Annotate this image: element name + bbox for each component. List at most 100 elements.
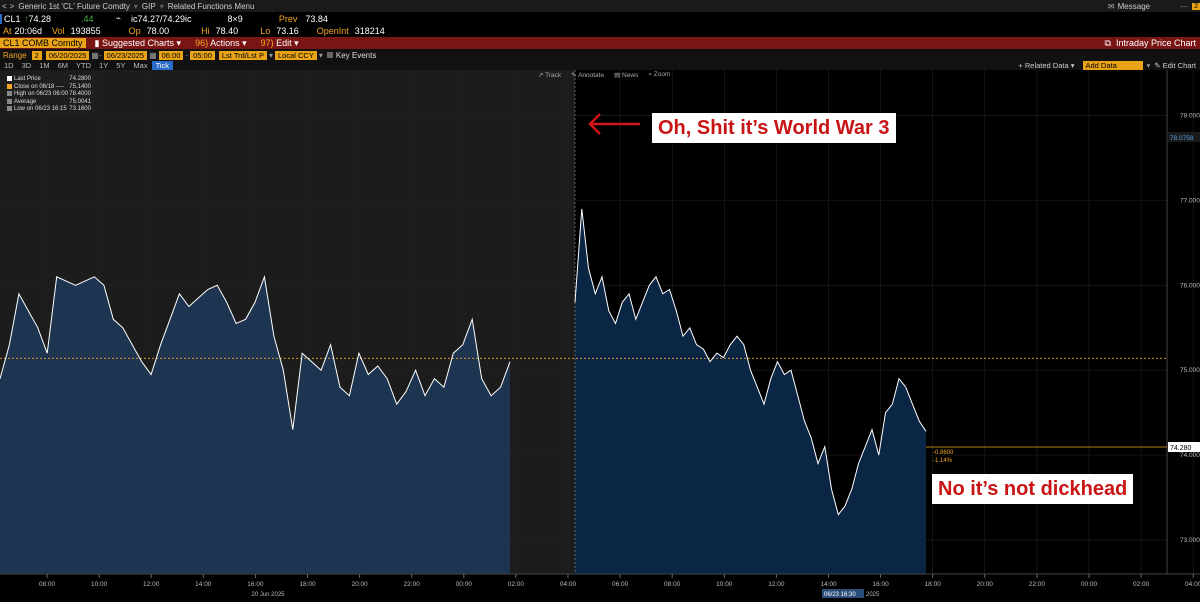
edit-button[interactable]: 97) Edit ▾: [260, 37, 299, 48]
message-button[interactable]: Message: [1117, 1, 1151, 11]
x-tick-label: 00:00: [1081, 581, 1098, 588]
bell-badge[interactable]: 2: [1192, 2, 1200, 10]
range-label: Range: [3, 50, 27, 60]
last-price: 74.28: [28, 13, 52, 24]
low-price: 73.16: [276, 26, 299, 36]
track-tool[interactable]: ↗ Track: [538, 72, 562, 79]
export-icon[interactable]: ⧉: [1104, 37, 1111, 48]
chart-tools: ↗ Track ✎ Annotate ▤ News ⌕ Zoom: [538, 71, 670, 79]
time-to-field[interactable]: 05:00: [190, 50, 215, 60]
x-tick-label: 14:00: [195, 581, 212, 588]
forward-arrow-icon[interactable]: >: [9, 1, 15, 11]
volume: 193855: [70, 26, 101, 36]
key-events-checkbox[interactable]: [326, 52, 333, 58]
x-tick-label: 16:00: [872, 581, 889, 588]
gip-menu[interactable]: GIP: [141, 1, 156, 11]
edit-chart-button[interactable]: ✎ Edit Chart: [1154, 61, 1196, 70]
message-icon[interactable]: ✉: [1107, 1, 1115, 11]
price-chart[interactable]: 73.000 74.000 75.000 76.000 77.000 78.000 08:…: [0, 70, 1200, 602]
legend-item: Close on 06/18 ---- 75.1400: [7, 83, 91, 92]
annotation-bottom: No it’s not dickhead: [932, 474, 1134, 504]
range-controls: Range 2 06/20/2025 ▦ - 06/23/2025 ▦ 06:0…: [0, 49, 1200, 61]
date-label: 20 Jun 2025: [251, 592, 285, 598]
top-tick-bg: [1168, 132, 1200, 142]
ticker: CL1: [4, 13, 21, 24]
news-tool[interactable]: ▤ News: [614, 72, 639, 79]
add-data-field[interactable]: Add Data: [1082, 60, 1143, 70]
open-interest-label: OpenInt: [316, 26, 349, 36]
legend-item: Last Price 74.2800: [7, 76, 91, 84]
range-count-field[interactable]: 2: [31, 50, 42, 60]
x-tick-label: 08:00: [39, 581, 56, 588]
calendar-icon[interactable]: ▦: [91, 50, 99, 60]
x-tick-label: 02:00: [508, 581, 525, 588]
date-from-field[interactable]: 06/20/2025: [45, 50, 90, 60]
change-value: -0.8600: [933, 450, 954, 456]
price-line-0620: [0, 274, 511, 430]
track-label: Track: [545, 72, 562, 79]
chevron-down-icon[interactable]: ▾: [318, 50, 323, 60]
crosshair-date-bg: [822, 589, 864, 598]
security-field[interactable]: CL1 COMB Comdty: [0, 38, 86, 48]
period-tick[interactable]: Tick: [151, 60, 174, 70]
chart-title: Intraday Price Chart: [1115, 38, 1196, 48]
window-controls[interactable]: ⋯: [1180, 1, 1189, 11]
zoom-label: Zoom: [653, 71, 671, 78]
actions-button[interactable]: 96) Actions ▾: [195, 37, 247, 48]
x-tick-label: 20:00: [977, 581, 994, 588]
legend-value: 73.1600: [69, 106, 91, 113]
high-price: 78.40: [215, 26, 239, 36]
suggested-charts-label: Suggested Charts: [101, 37, 175, 48]
x-tick-label: 04:00: [1185, 581, 1200, 588]
legend-swatch-icon: [7, 76, 12, 81]
last-price-tag-bg: [1168, 442, 1200, 452]
legend-label-text: Average: [14, 98, 37, 105]
edit-label: Edit: [276, 37, 292, 48]
legend-value: 75.1400: [69, 83, 91, 90]
calendar-icon[interactable]: ▦: [149, 50, 157, 60]
x-tick-label: 02:00: [1133, 581, 1150, 588]
up-arrow-icon: ↑: [24, 14, 29, 23]
function-toolbar: CL1 COMB Comdty ▮ Suggested Charts ▾ 96)…: [0, 37, 1200, 49]
period-ytd[interactable]: YTD: [76, 60, 92, 70]
period-1m[interactable]: 1M: [39, 60, 50, 70]
quote-line-1: CL1 ↑ 74.28 .44 ⌁ ic74.27/74.29ic 8×9 Pr…: [0, 12, 1200, 25]
time-from-field[interactable]: 06:00: [158, 50, 184, 60]
related-data-button[interactable]: + Related Data ▾: [1018, 60, 1075, 70]
prev-label: Prev: [278, 13, 298, 24]
title-bar: < > Generic 1st 'CL' Future Comdty ▾ GIP…: [0, 0, 1200, 12]
x-tick-label: 16:00: [247, 581, 264, 588]
y-tick-label: 76.000: [1180, 282, 1200, 289]
open-label: Op: [128, 26, 141, 36]
chart-legend[interactable]: Last Price 74.2800 Close on 06/18 ---- 75.1…: [4, 74, 94, 116]
period-max[interactable]: Max: [133, 60, 148, 70]
low-label: Lo: [260, 26, 271, 36]
annotate-tool[interactable]: ✎ Annotate: [571, 72, 605, 79]
legend-swatch-icon: [7, 98, 12, 104]
related-functions-menu[interactable]: Related Functions Menu: [167, 1, 255, 11]
chevron-down-icon[interactable]: ▾: [268, 50, 273, 60]
period-6m[interactable]: 6M: [57, 60, 69, 70]
open-price: 78.00: [146, 26, 170, 36]
x-tick-label: 06:00: [612, 581, 629, 588]
period-bar: 1D 3D 1M 6M YTD 1Y 5Y Max Tick + Related…: [0, 60, 1200, 70]
period-3d[interactable]: 3D: [21, 60, 32, 70]
chart-icon: ▮: [94, 37, 102, 48]
currency-select[interactable]: Local CCY: [275, 50, 317, 60]
legend-item: Average 75.0041: [7, 98, 91, 107]
top-tick-label: 78.0758: [1170, 135, 1194, 142]
period-1d[interactable]: 1D: [4, 60, 14, 70]
period-1y[interactable]: 1Y: [99, 60, 109, 70]
period-5y[interactable]: 5Y: [116, 60, 126, 70]
net-change: .44: [81, 13, 94, 24]
date-to-field[interactable]: 06/23/2025: [103, 50, 148, 60]
suggested-charts-button[interactable]: ▮ Suggested Charts ▾: [94, 37, 182, 48]
chevron-down-icon[interactable]: ▾: [1146, 60, 1151, 70]
annotation-top: Oh, Shit it’s World War 3: [652, 113, 896, 143]
legend-label-text: Last Price: [14, 76, 41, 83]
back-arrow-icon[interactable]: <: [2, 1, 7, 11]
zoom-tool[interactable]: ⌕ Zoom: [648, 71, 671, 78]
legend-swatch-icon: [7, 106, 12, 112]
price-field-select[interactable]: Lst Trd/Lst P: [218, 50, 267, 60]
x-axis: 08:00 10:00 12:00 14:00 16:00 18:00 20:00 22:00…: [39, 574, 1200, 588]
